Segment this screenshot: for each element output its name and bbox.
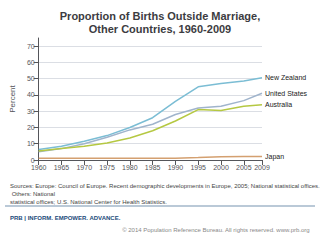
svg-text:2000: 2000 — [213, 164, 229, 171]
svg-text:Japan: Japan — [265, 153, 284, 161]
svg-text:PRB | INFORM. EMPOWER. ADVANCE: PRB | INFORM. EMPOWER. ADVANCE. — [10, 215, 121, 221]
svg-text:50: 50 — [27, 75, 35, 82]
svg-text:10: 10 — [27, 140, 35, 147]
svg-text:Percent: Percent — [8, 84, 17, 112]
svg-text:1995: 1995 — [190, 164, 206, 171]
svg-text:60: 60 — [27, 59, 35, 66]
svg-text:statistical offices; U.S. Nati: statistical offices; U.S. National Cente… — [10, 199, 167, 205]
svg-text:New Zealand: New Zealand — [265, 74, 306, 81]
svg-text:30: 30 — [27, 108, 35, 115]
svg-text:1965: 1965 — [54, 164, 70, 171]
svg-text:© 2014 Population Reference Bu: © 2014 Population Reference Bureau. All … — [122, 227, 310, 233]
svg-text:0: 0 — [31, 157, 35, 164]
svg-text:Australia: Australia — [265, 101, 292, 108]
svg-text:United States: United States — [265, 90, 308, 97]
svg-text:1985: 1985 — [145, 164, 161, 171]
svg-text:2005: 2005 — [236, 164, 252, 171]
svg-text:20: 20 — [27, 124, 35, 131]
svg-text:1990: 1990 — [168, 164, 184, 171]
svg-text:1975: 1975 — [99, 164, 115, 171]
svg-text:2009: 2009 — [254, 164, 270, 171]
svg-text:Others: National: Others: National — [10, 191, 55, 197]
svg-text:40: 40 — [27, 91, 35, 98]
svg-text:Other Countries, 1960-2009: Other Countries, 1960-2009 — [89, 23, 231, 35]
svg-text:1970: 1970 — [76, 164, 92, 171]
svg-text:1960: 1960 — [31, 164, 47, 171]
svg-text:Sources: Europe: Council of Eu: Sources: Europe: Council of Europe. Rece… — [10, 183, 320, 189]
svg-text:70: 70 — [27, 43, 35, 50]
svg-text:1980: 1980 — [122, 164, 138, 171]
svg-text:Proportion of Births Outside M: Proportion of Births Outside Marriage, — [60, 10, 260, 22]
